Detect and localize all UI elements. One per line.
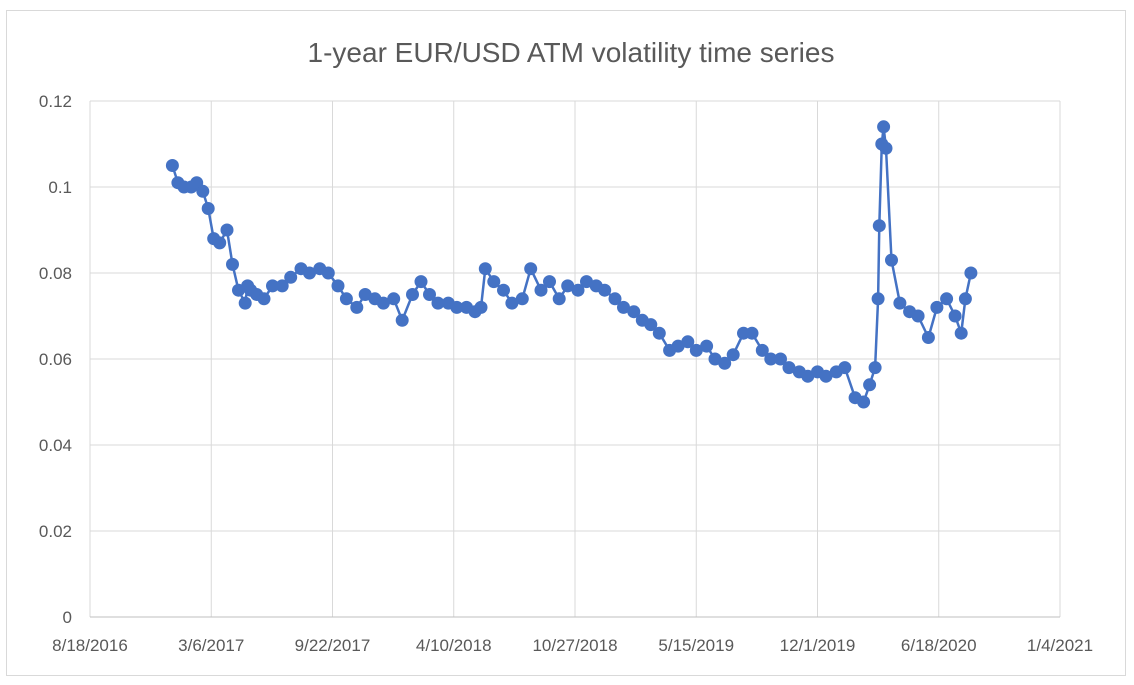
data-point [201, 202, 215, 215]
data-point [755, 343, 769, 357]
y-tick-label: 0.02 [39, 522, 72, 541]
data-point [257, 292, 271, 306]
x-axis-tick-labels: 8/18/2016 3/6/2017 9/22/2017 4/10/2018 10/27… [52, 636, 1093, 655]
data-point [627, 305, 641, 319]
data-point [321, 266, 335, 280]
data-point [893, 296, 907, 310]
data-point [930, 300, 944, 314]
data-point [220, 223, 234, 237]
x-tick-label: 3/6/2017 [178, 636, 244, 655]
y-tick-label: 0.06 [39, 350, 72, 369]
chart-title: 1-year EUR/USD ATM volatility time serie… [308, 37, 835, 68]
y-tick-label: 0.1 [48, 178, 72, 197]
y-axis-tick-labels: 0 0.02 0.04 0.06 0.08 0.1 0.12 [39, 92, 72, 627]
data-point [196, 184, 210, 198]
x-tick-label: 4/10/2018 [416, 636, 492, 655]
series-line [171, 125, 973, 404]
data-point [921, 331, 935, 344]
data-point [652, 326, 666, 340]
data-point [524, 262, 538, 276]
data-point [940, 292, 954, 306]
data-point [395, 313, 409, 327]
x-tick-label: 8/18/2016 [52, 636, 128, 655]
data-point [598, 283, 612, 297]
data-point [571, 283, 585, 297]
data-point [745, 326, 759, 340]
data-point [964, 266, 978, 280]
data-point [857, 395, 871, 409]
data-point [497, 283, 510, 297]
data-point [226, 257, 239, 271]
data-point [868, 361, 882, 375]
data-point [213, 236, 227, 250]
y-tick-label: 0.12 [39, 92, 72, 111]
data-point [681, 335, 695, 349]
y-tick-label: 0.04 [39, 436, 72, 455]
x-tick-label: 12/1/2019 [780, 636, 856, 655]
data-point [877, 120, 891, 134]
data-point [387, 292, 401, 306]
data-point [774, 352, 787, 366]
data-point [238, 296, 252, 310]
data-point [726, 348, 740, 362]
data-point [284, 270, 298, 284]
data-point [885, 253, 898, 267]
data-point [339, 292, 353, 306]
data-point [838, 361, 852, 375]
data-point [406, 288, 419, 301]
data-point [275, 279, 289, 293]
data-point [958, 292, 972, 306]
data-point [414, 275, 428, 289]
data-point [552, 292, 566, 306]
data-point [534, 283, 548, 297]
x-tick-label: 6/18/2020 [901, 636, 977, 655]
y-tick-label: 0.08 [39, 264, 72, 283]
data-point [872, 219, 886, 233]
data-point [644, 318, 658, 332]
data-point [608, 292, 622, 306]
x-gridlines [89, 101, 1061, 617]
data-point [423, 288, 436, 301]
data-point [954, 326, 968, 340]
data-point [948, 309, 962, 323]
chart-frame [6, 10, 1126, 676]
data-point [718, 356, 732, 370]
data-point [331, 279, 345, 293]
data-point [543, 275, 556, 289]
x-tick-label: 10/27/2018 [532, 636, 617, 655]
data-point [487, 275, 501, 289]
data-point [871, 292, 885, 306]
data-point [911, 309, 925, 323]
y-tick-label: 0 [63, 608, 72, 627]
data-point [863, 378, 877, 392]
data-point [350, 300, 364, 314]
volatility-series [165, 120, 978, 409]
data-point [165, 159, 179, 172]
x-tick-label: 9/22/2017 [295, 636, 371, 655]
x-tick-label: 1/4/2021 [1027, 636, 1093, 655]
data-point [879, 141, 893, 155]
data-point [700, 339, 714, 353]
data-point [474, 300, 488, 314]
x-tick-label: 5/15/2019 [658, 636, 734, 655]
data-point [515, 292, 529, 306]
data-point [478, 262, 492, 276]
